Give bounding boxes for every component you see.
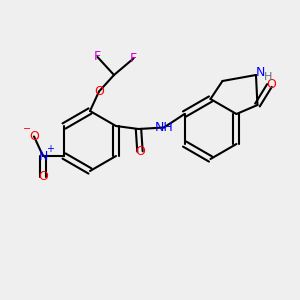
Text: O: O: [135, 145, 145, 158]
Text: O: O: [29, 130, 39, 143]
Text: NH: NH: [154, 121, 173, 134]
Text: F: F: [130, 52, 137, 65]
Text: −: −: [23, 124, 32, 134]
Text: N: N: [38, 149, 48, 163]
Text: O: O: [266, 77, 276, 91]
Text: +: +: [46, 143, 54, 154]
Text: F: F: [94, 50, 101, 64]
Text: O: O: [94, 85, 104, 98]
Text: O: O: [38, 170, 48, 184]
Text: N: N: [256, 65, 265, 79]
Text: H: H: [264, 72, 272, 82]
